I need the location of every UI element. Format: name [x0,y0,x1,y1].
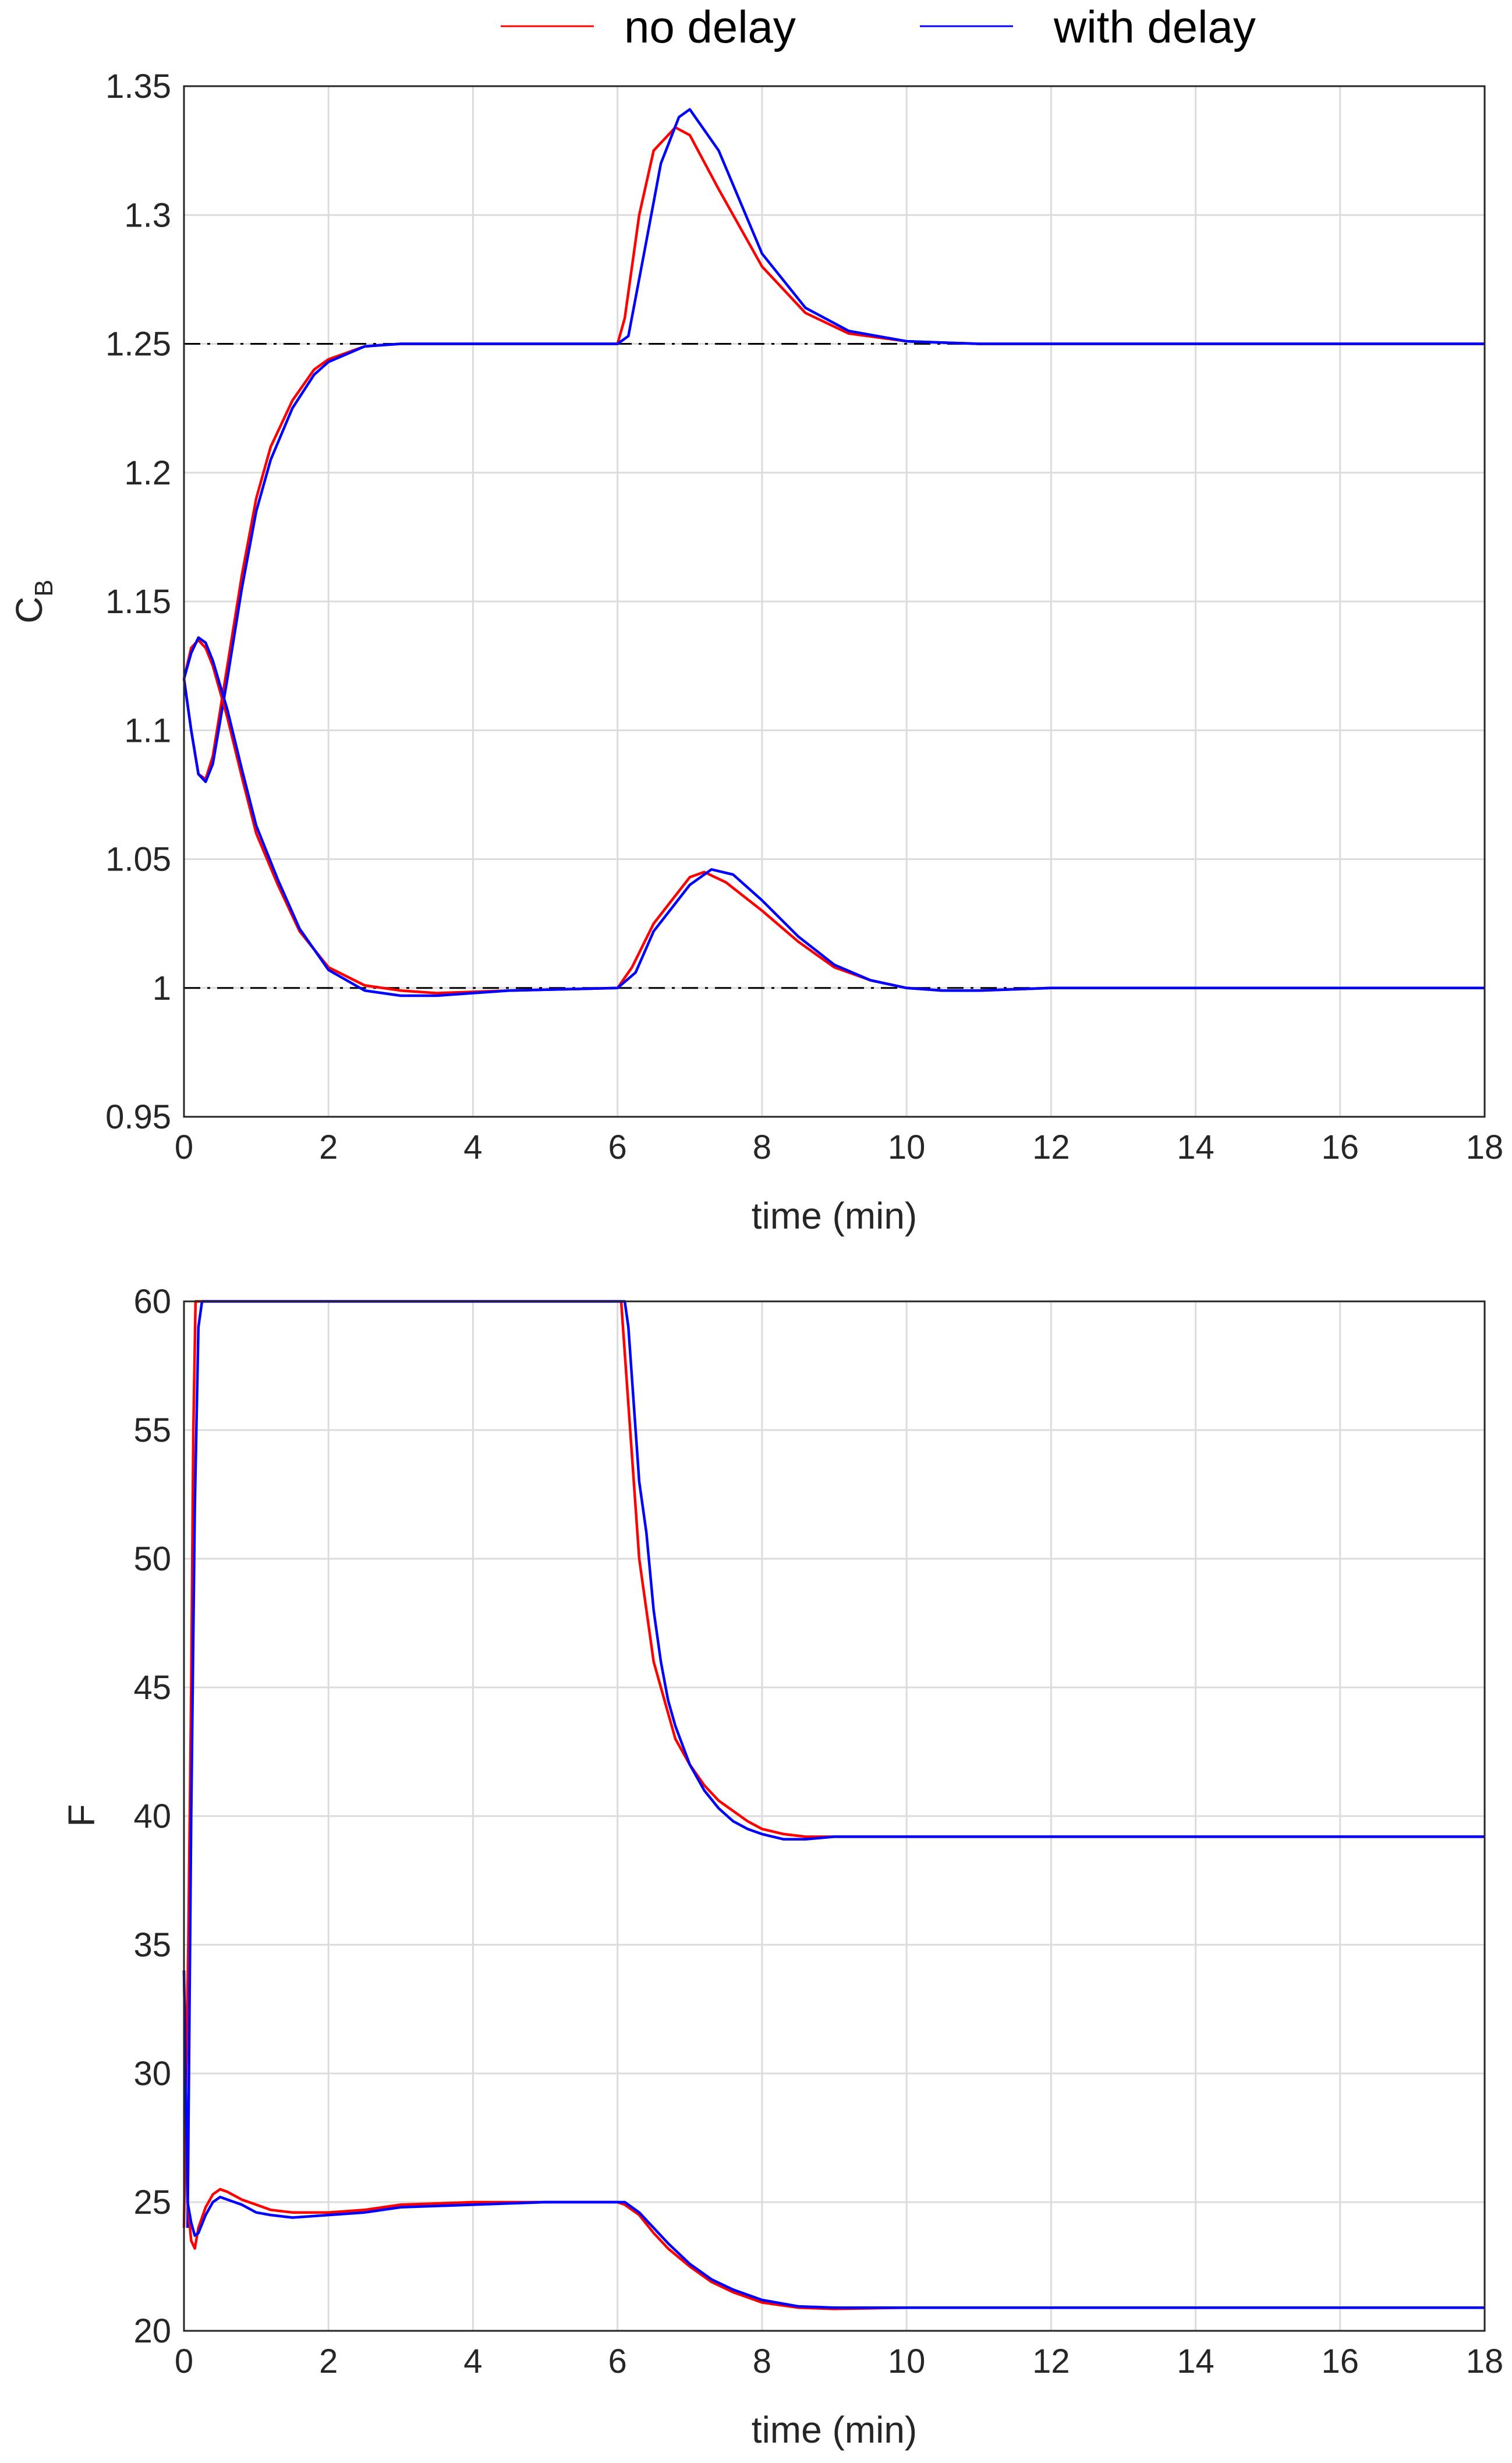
f-x-tick-label: 14 [1177,2342,1214,2380]
cb-x-tick-label: 4 [463,1128,482,1166]
f-x-tick-label: 6 [608,2342,627,2380]
f-x-tick-label: 0 [175,2342,193,2380]
cb-reference-lines [184,343,1485,989]
f-x-tick-label: 12 [1032,2342,1070,2380]
f-x-tick-labels: 0 2 4 6 8 10 12 14 16 18 [175,2342,1503,2380]
f-y-tick-label: 20 [133,2312,171,2350]
cb-series-no-delay-upper [182,126,1485,781]
f-x-tick-label: 2 [319,2342,338,2380]
cb-y-axis-label-main: C [8,597,50,624]
cb-series-no-delay-lower [182,639,1485,995]
cb-x-tick-label: 6 [608,1128,627,1166]
f-y-tick-labels: 20 25 30 35 40 45 50 55 60 [133,1283,171,2350]
f-y-tick-label: 50 [133,1540,171,1578]
cb-x-tick-labels: 0 2 4 6 8 10 12 14 16 18 [175,1128,1503,1166]
f-x-tick-label: 16 [1322,2342,1359,2380]
f-y-tick-label: 30 [133,2055,171,2093]
cb-y-tick-label: 1.1 [124,712,171,749]
f-y-tick-label: 25 [133,2184,171,2221]
f-y-tick-label: 60 [133,1283,171,1321]
f-x-tick-label: 10 [888,2342,926,2380]
cb-y-tick-label: 1.15 [105,583,171,621]
chart-cb: 0 2 4 6 8 10 12 14 16 18 0.95 1 1.05 1.1 1.15 1.2 1.25 1… [8,68,1503,1237]
cb-gridlines [183,85,1486,1118]
cb-y-tick-label: 1.05 [105,841,171,879]
cb-y-tick-label: 0.95 [105,1098,171,1136]
chart-f: 0 2 4 6 8 10 12 14 16 18 20 25 30 35 40 45 50 55 60 time … [61,1283,1503,2451]
cb-x-tick-label: 8 [753,1128,771,1166]
f-y-tick-label: 55 [133,1411,171,1449]
cb-series-with-delay-lower [182,636,1485,997]
f-y-tick-label: 35 [133,1926,171,1964]
f-series-with-delay-upper [186,1300,1485,2228]
cb-axes-frame [183,85,1486,1118]
f-y-axis-label: F [61,1804,102,1827]
svg-text:CB: CB [8,579,58,624]
f-series-no-delay-upper [182,1300,1485,2228]
cb-x-tick-label: 10 [888,1128,926,1166]
cb-y-axis-label: CB [8,579,58,624]
f-x-tick-label: 18 [1466,2342,1504,2380]
cb-x-tick-label: 0 [175,1128,193,1166]
f-y-tick-label: 40 [133,1797,171,1835]
cb-x-tick-label: 16 [1322,1128,1359,1166]
legend: no delay with delay [501,1,1256,52]
f-series-with-delay-lower [182,1970,1485,2309]
f-gridlines [183,1300,1486,2332]
cb-y-tick-labels: 0.95 1 1.05 1.1 1.15 1.2 1.25 1.3 1.35 [105,68,171,1136]
cb-x-tick-label: 12 [1032,1128,1070,1166]
f-x-axis-label: time (min) [752,2409,917,2451]
f-x-tick-label: 8 [753,2342,771,2380]
cb-y-tick-label: 1.25 [105,325,171,363]
cb-y-tick-label: 1 [153,969,171,1007]
cb-y-tick-label: 1.35 [105,68,171,105]
cb-y-tick-label: 1.3 [124,196,171,234]
cb-x-axis-label: time (min) [752,1195,917,1237]
cb-y-tick-label: 1.2 [124,454,171,492]
f-x-tick-label: 4 [463,2342,482,2380]
cb-x-tick-label: 2 [319,1128,338,1166]
legend-label-with-delay: with delay [1053,1,1256,52]
cb-series-with-delay-upper [182,108,1485,783]
f-series-no-delay-lower [182,1970,1485,2310]
f-axes-frame [183,1300,1486,2332]
cb-x-tick-label: 14 [1177,1128,1214,1166]
cb-x-tick-label: 18 [1466,1128,1504,1166]
legend-label-no-delay: no delay [624,1,796,52]
f-y-tick-label: 45 [133,1669,171,1707]
f-series-lines [182,1300,1485,2310]
cb-y-axis-label-subscript: B [30,579,58,596]
cb-series-lines [182,108,1485,997]
